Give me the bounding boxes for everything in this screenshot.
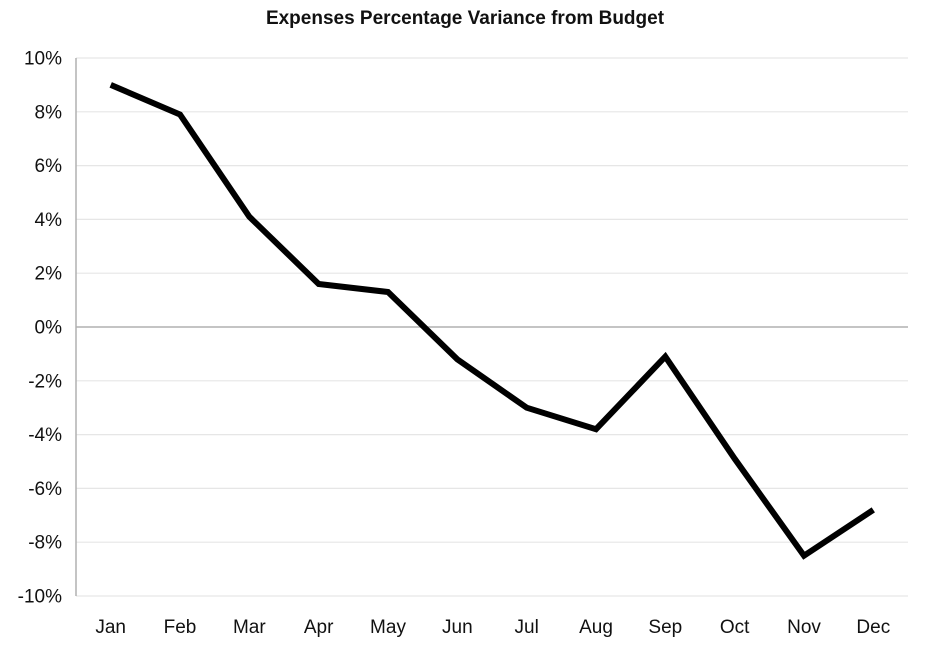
y-tick-label: 4% [35, 210, 63, 231]
data-point [316, 281, 322, 287]
y-tick-label: 10% [24, 49, 62, 70]
data-point [108, 82, 114, 88]
x-tick-label: Dec [856, 617, 890, 638]
data-point [662, 354, 668, 360]
x-tick-label: Jul [515, 617, 539, 638]
gridlines [76, 57, 908, 597]
data-point [801, 553, 807, 559]
y-tick-label: -4% [28, 425, 62, 446]
y-tick-label: -6% [28, 479, 62, 500]
x-tick-label: May [370, 617, 406, 638]
data-point [454, 356, 460, 362]
series [108, 82, 876, 560]
x-tick-label: Aug [579, 617, 613, 638]
data-point [732, 456, 738, 462]
x-axis-tick-labels: Jan Feb Mar Apr May Jun Jul Aug Sep Oct Nov Dec [95, 617, 890, 638]
y-axis-tick-labels: 10% 8% 6% 4% 2% 0% -2% -4% -6% -8% -10% [18, 49, 62, 608]
y-tick-label: 0% [35, 318, 63, 339]
y-tick-label: -10% [18, 587, 62, 608]
data-point [524, 405, 530, 411]
y-tick-label: -2% [28, 371, 62, 392]
data-point [593, 426, 599, 432]
data-point [385, 289, 391, 295]
data-point [870, 507, 876, 513]
y-tick-label: 2% [35, 264, 63, 285]
x-tick-label: Jan [95, 617, 126, 638]
x-tick-label: Jun [442, 617, 473, 638]
data-point [246, 214, 252, 220]
data-point [177, 111, 183, 117]
y-tick-label: -8% [28, 533, 62, 554]
series-line [109, 82, 875, 560]
chart-title: Expenses Percentage Variance from Budget [265, 8, 665, 29]
x-tick-label: Oct [720, 617, 750, 638]
x-tick-label: Feb [164, 617, 197, 638]
x-tick-label: Sep [648, 617, 682, 638]
x-tick-label: Apr [304, 617, 334, 638]
x-tick-label: Nov [787, 617, 821, 638]
y-tick-label: 8% [35, 102, 63, 123]
y-tick-label: 6% [35, 156, 63, 177]
x-tick-label: Mar [233, 617, 266, 638]
